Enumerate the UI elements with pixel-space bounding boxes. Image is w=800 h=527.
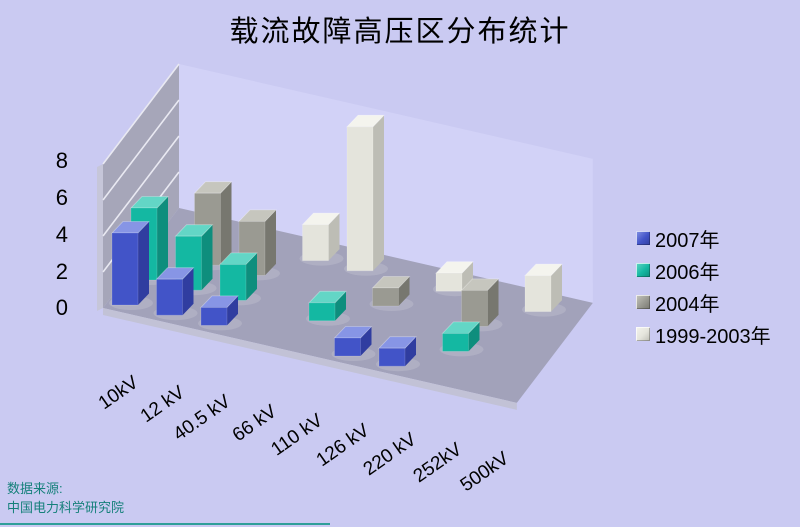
legend-label-2006: 2006年: [655, 261, 720, 284]
bar-2004年-252kV-side: [487, 278, 499, 327]
legend-swatch-2004-icon: [636, 295, 650, 309]
bar-1999-2003年-66 kV-front: [302, 224, 329, 262]
bottom-divider: [0, 523, 330, 525]
legend-item-2006: 2006年: [636, 254, 800, 286]
bar-2007年-126 kV-side: [360, 326, 372, 356]
bar-2004年-40.5 kV-side: [265, 209, 276, 276]
y-tick-8: 8: [55, 148, 68, 173]
gridline-4: [102, 135, 180, 237]
legend: 2007年 2006年 2004年 1999-2003年: [636, 222, 800, 350]
left-wall-edge: [97, 164, 103, 311]
bar-2007年-220 kV-side: [405, 336, 416, 367]
y-tick-4: 4: [55, 222, 68, 247]
legend-label-2007: 2007年: [655, 229, 720, 252]
legend-label-2004: 2004年: [655, 293, 720, 316]
bar-2006年-252kV-side: [468, 321, 480, 352]
bar-2007年-10kV-front: [111, 232, 139, 306]
legend-item-2004: 2004年: [636, 286, 800, 318]
y-tick-2: 2: [55, 259, 68, 284]
bar-2007年-10kV-side: [138, 221, 149, 305]
y-tick-0: 0: [55, 295, 68, 320]
gridline-8: [102, 63, 180, 165]
legend-swatch-2007-icon: [636, 231, 650, 245]
legend-swatch-1999-2003-icon: [636, 327, 650, 341]
bar-2006年-40.5 kV-front: [219, 263, 247, 301]
bar-2006年-12 kV-side: [201, 224, 213, 291]
bar-1999-2003年-500kV-front: [524, 275, 552, 313]
bar-2006年-40.5 kV-side: [246, 252, 257, 301]
bar-1999-2003年-66 kV-side: [328, 213, 340, 261]
bar-2007年-12 kV-front: [156, 278, 183, 316]
gridline-6: [102, 99, 180, 201]
bar-1999-2003年-110 kV-front: [346, 126, 374, 272]
legend-item-1999-2003: 1999-2003年: [636, 318, 800, 350]
bar-2006年-10kV-side: [157, 196, 168, 280]
source-caption: 数据来源:: [7, 481, 63, 496]
bar-2007年-12 kV-side: [182, 267, 194, 316]
bar-2006年-110 kV-front: [308, 302, 336, 322]
bar-2004年-252kV-front: [461, 289, 488, 327]
legend-item-2007: 2007年: [636, 222, 800, 254]
bar-1999-2003年-220 kV-front: [435, 272, 463, 292]
bar-1999-2003年-110 kV-side: [373, 115, 384, 271]
legend-label-1999-2003: 1999-2003年: [655, 325, 771, 348]
bar-1999-2003年-500kV-side: [551, 264, 562, 312]
bar-2007年-126 kV-front: [334, 337, 361, 357]
bar-2006年-110 kV-side: [335, 291, 346, 321]
y-tick-6: 6: [55, 185, 68, 210]
bar-2007年-40.5 kV-side: [227, 295, 238, 326]
bar-2007年-220 kV-front: [378, 347, 406, 367]
bar-2006年-252kV-front: [442, 332, 469, 352]
bar-2004年-126 kV-side: [398, 276, 410, 306]
source-name: 中国电力科学研究院: [7, 500, 125, 515]
bar-1999-2003年-220 kV-side: [462, 261, 473, 292]
bar-2004年-12 kV-side: [220, 181, 232, 266]
floor-front-edge: [103, 308, 517, 410]
back-wall: [179, 64, 593, 303]
chart-title: 载流故障高压区分布统计: [229, 16, 571, 48]
legend-swatch-2006-icon: [636, 263, 650, 277]
bar-2004年-126 kV-front: [372, 287, 399, 307]
bar-2007年-40.5 kV-front: [200, 306, 228, 326]
